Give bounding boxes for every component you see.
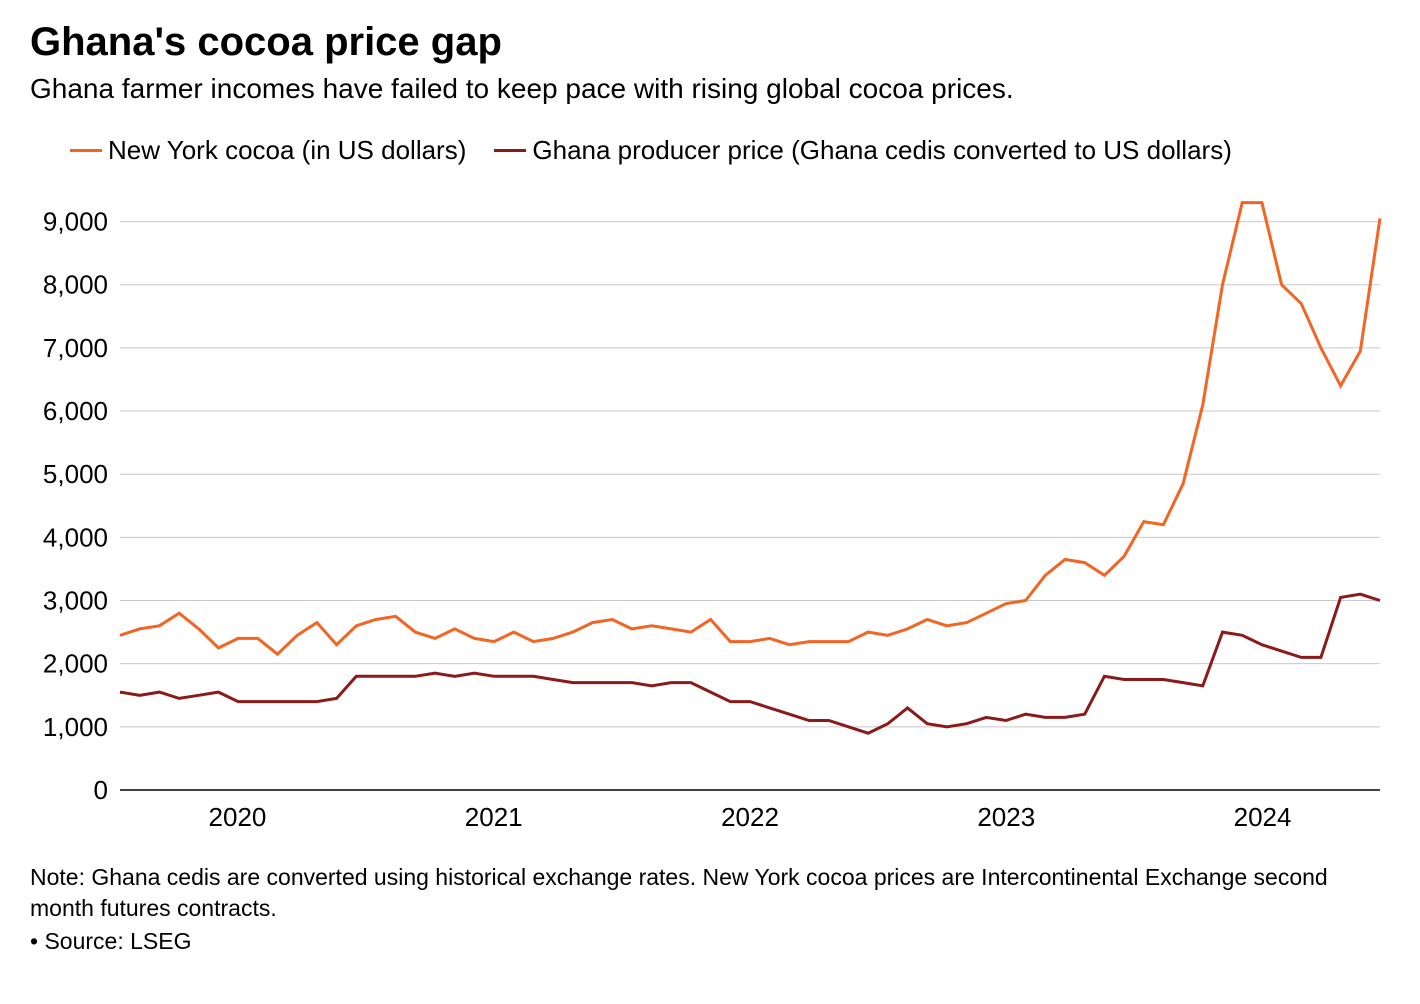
svg-text:3,000: 3,000 — [43, 586, 108, 616]
legend-swatch-ny — [70, 149, 102, 152]
svg-text:5,000: 5,000 — [43, 459, 108, 489]
legend-swatch-ghana — [494, 149, 526, 152]
svg-text:2021: 2021 — [465, 802, 523, 832]
chart-area: 0 1,000 2,000 3,000 4,000 5,000 6,000 7,000 8,00… — [30, 182, 1390, 842]
legend-item-ghana: Ghana producer price (Ghana cedis conver… — [494, 135, 1231, 166]
svg-text:4,000: 4,000 — [43, 522, 108, 552]
svg-text:2,000: 2,000 — [43, 649, 108, 679]
chart-source: • Source: LSEG — [30, 928, 1390, 955]
chart-title: Ghana's cocoa price gap — [30, 20, 1390, 65]
legend-label-ghana: Ghana producer price (Ghana cedis conver… — [532, 135, 1231, 166]
svg-text:9,000: 9,000 — [43, 207, 108, 237]
chart-svg: 0 1,000 2,000 3,000 4,000 5,000 6,000 7,000 8,00… — [30, 182, 1390, 842]
svg-text:2024: 2024 — [1234, 802, 1292, 832]
svg-text:2022: 2022 — [721, 802, 779, 832]
legend-item-ny: New York cocoa (in US dollars) — [70, 135, 466, 166]
legend-label-ny: New York cocoa (in US dollars) — [108, 135, 466, 166]
svg-text:7,000: 7,000 — [43, 333, 108, 363]
svg-text:8,000: 8,000 — [43, 270, 108, 300]
legend: New York cocoa (in US dollars) Ghana pro… — [70, 135, 1390, 166]
svg-text:2020: 2020 — [209, 802, 267, 832]
svg-text:0: 0 — [94, 775, 108, 805]
series-ny_cocoa — [120, 203, 1380, 655]
chart-subtitle: Ghana farmer incomes have failed to keep… — [30, 73, 1390, 105]
svg-text:6,000: 6,000 — [43, 396, 108, 426]
svg-text:2023: 2023 — [977, 802, 1035, 832]
svg-text:1,000: 1,000 — [43, 712, 108, 742]
chart-note: Note: Ghana cedis are converted using hi… — [30, 862, 1390, 924]
